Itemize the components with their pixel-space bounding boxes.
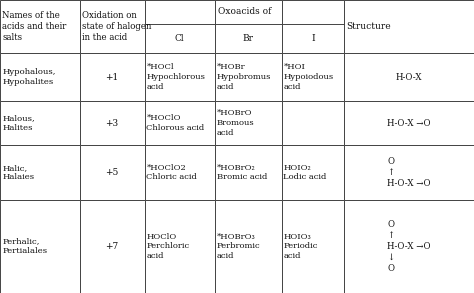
Bar — [344, 200, 474, 293]
Bar — [344, 53, 474, 101]
Bar — [282, 0, 344, 53]
Text: Halic,
Halaies: Halic, Halaies — [2, 164, 35, 181]
Bar — [215, 0, 282, 53]
Text: O
↑
H-O-X →O
↓
O: O ↑ H-O-X →O ↓ O — [387, 220, 431, 273]
Bar — [344, 145, 474, 200]
Text: O
↑
H-O-X →O: O ↑ H-O-X →O — [387, 157, 431, 188]
Text: *HOCl
Hypochlorous
acid: *HOCl Hypochlorous acid — [146, 63, 205, 91]
Bar — [282, 200, 344, 293]
Text: Br: Br — [243, 34, 254, 43]
Text: Oxidation on
state of halogen
in the acid: Oxidation on state of halogen in the aci… — [82, 11, 151, 42]
Text: H-O-X: H-O-X — [396, 73, 422, 82]
Bar — [344, 101, 474, 145]
Text: Names of the
acids and their
salts: Names of the acids and their salts — [2, 11, 67, 42]
Bar — [145, 101, 215, 145]
Text: *HOClO
Chlorous acid: *HOClO Chlorous acid — [146, 114, 205, 132]
Text: Perhalic,
Pertialales: Perhalic, Pertialales — [2, 238, 47, 255]
Text: H-O-X →O: H-O-X →O — [387, 119, 431, 128]
Text: *HOClO2
Chloric acid: *HOClO2 Chloric acid — [146, 164, 197, 181]
Text: *HOBr
Hypobromus
acid: *HOBr Hypobromus acid — [217, 63, 271, 91]
Text: HOIO₃
Periodic
acid: HOIO₃ Periodic acid — [283, 233, 318, 260]
Text: *HOBrO
Bromous
acid: *HOBrO Bromous acid — [217, 109, 254, 137]
Text: +1: +1 — [106, 73, 118, 82]
Bar — [0, 0, 80, 53]
Bar — [0, 53, 80, 101]
Bar — [282, 101, 344, 145]
Bar — [215, 101, 282, 145]
Bar — [145, 145, 215, 200]
Text: *HOI
Hypoiodous
acid: *HOI Hypoiodous acid — [283, 63, 334, 91]
Text: +3: +3 — [106, 119, 118, 128]
Bar — [145, 200, 215, 293]
Text: Oxoacids of: Oxoacids of — [218, 7, 271, 16]
Bar — [0, 145, 80, 200]
Bar — [282, 145, 344, 200]
Bar — [145, 0, 215, 53]
Bar — [80, 53, 145, 101]
Bar — [145, 53, 215, 101]
Text: Halous,
Halites: Halous, Halites — [2, 114, 35, 132]
Bar — [215, 145, 282, 200]
Bar — [215, 53, 282, 101]
Bar — [0, 101, 80, 145]
Text: Hypohalous,
Hypohalites: Hypohalous, Hypohalites — [2, 68, 56, 86]
Text: I: I — [311, 34, 315, 43]
Bar — [80, 0, 145, 53]
Text: *HOBrO₃
Perbromic
acid: *HOBrO₃ Perbromic acid — [217, 233, 260, 260]
Text: Cl: Cl — [175, 34, 184, 43]
Text: Structure: Structure — [346, 22, 391, 31]
Text: +7: +7 — [106, 242, 118, 251]
Bar — [80, 200, 145, 293]
Text: *HOBrO₂
Bromic acid: *HOBrO₂ Bromic acid — [217, 164, 267, 181]
Bar — [80, 101, 145, 145]
Bar — [0, 200, 80, 293]
Text: +5: +5 — [105, 168, 119, 177]
Text: HOClO
Perchloric
acid: HOClO Perchloric acid — [146, 233, 190, 260]
Bar — [80, 145, 145, 200]
Bar — [215, 200, 282, 293]
Text: HOIO₂
Lodic acid: HOIO₂ Lodic acid — [283, 164, 327, 181]
Bar — [282, 53, 344, 101]
Bar — [344, 0, 474, 53]
